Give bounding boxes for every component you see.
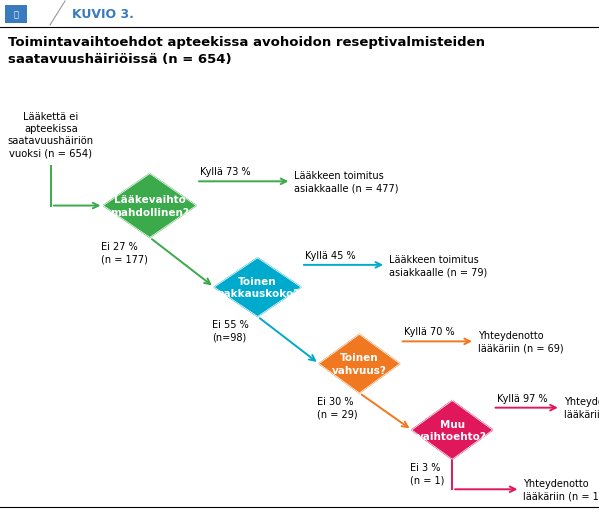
- Text: Toinen
pakkauskoko?: Toinen pakkauskoko?: [216, 276, 299, 299]
- Polygon shape: [104, 174, 196, 238]
- Text: Toimintavaihtoehdot apteekissa avohoidon reseptivalmisteiden: Toimintavaihtoehdot apteekissa avohoidon…: [8, 36, 485, 49]
- Polygon shape: [214, 258, 301, 317]
- Text: Lääkettä ei
apteekissa
saatavuushäiriön
vuoksi (n = 654): Lääkettä ei apteekissa saatavuushäiriön …: [8, 111, 94, 158]
- Text: KUVIO 3.: KUVIO 3.: [72, 9, 134, 21]
- Text: Yhteydenotto
lääkäriin (n = 69): Yhteydenotto lääkäriin (n = 69): [478, 330, 564, 353]
- Polygon shape: [412, 401, 492, 459]
- Text: Kyllä 70 %: Kyllä 70 %: [404, 327, 455, 336]
- Text: Kyllä 97 %: Kyllä 97 %: [497, 393, 547, 403]
- Polygon shape: [319, 335, 400, 393]
- Text: saatavuushäiriöissä (n = 654): saatavuushäiriöissä (n = 654): [8, 53, 232, 66]
- Text: Muu
vaihtoehto?: Muu vaihtoehto?: [418, 419, 487, 441]
- Text: Yhteydenotto
lääkäriin (n = 28): Yhteydenotto lääkäriin (n = 28): [564, 397, 599, 419]
- Text: Toinen
vahvuus?: Toinen vahvuus?: [332, 353, 387, 375]
- Text: Kyllä 45 %: Kyllä 45 %: [305, 250, 356, 260]
- Text: Lääkkeen toimitus
asiakkaalle (n = 79): Lääkkeen toimitus asiakkaalle (n = 79): [389, 254, 487, 276]
- Text: Ei 30 %
(n = 29): Ei 30 % (n = 29): [317, 396, 358, 418]
- Text: Yhteydenotto
lääkäriin (n = 1): Yhteydenotto lääkäriin (n = 1): [524, 478, 599, 500]
- Text: Lääkevaihto
mahdollinen?: Lääkevaihto mahdollinen?: [110, 195, 189, 217]
- Text: Kyllä 73 %: Kyllä 73 %: [200, 167, 251, 177]
- Text: ⛰: ⛰: [14, 11, 19, 19]
- Bar: [5, 6, 27, 24]
- Text: Lääkkeen toimitus
asiakkaalle (n = 477): Lääkkeen toimitus asiakkaalle (n = 477): [294, 171, 399, 193]
- Text: Ei 27 %
(n = 177): Ei 27 % (n = 177): [101, 241, 148, 264]
- Text: Ei 3 %
(n = 1): Ei 3 % (n = 1): [410, 462, 444, 485]
- Text: Ei 55 %
(n=98): Ei 55 % (n=98): [212, 320, 249, 342]
